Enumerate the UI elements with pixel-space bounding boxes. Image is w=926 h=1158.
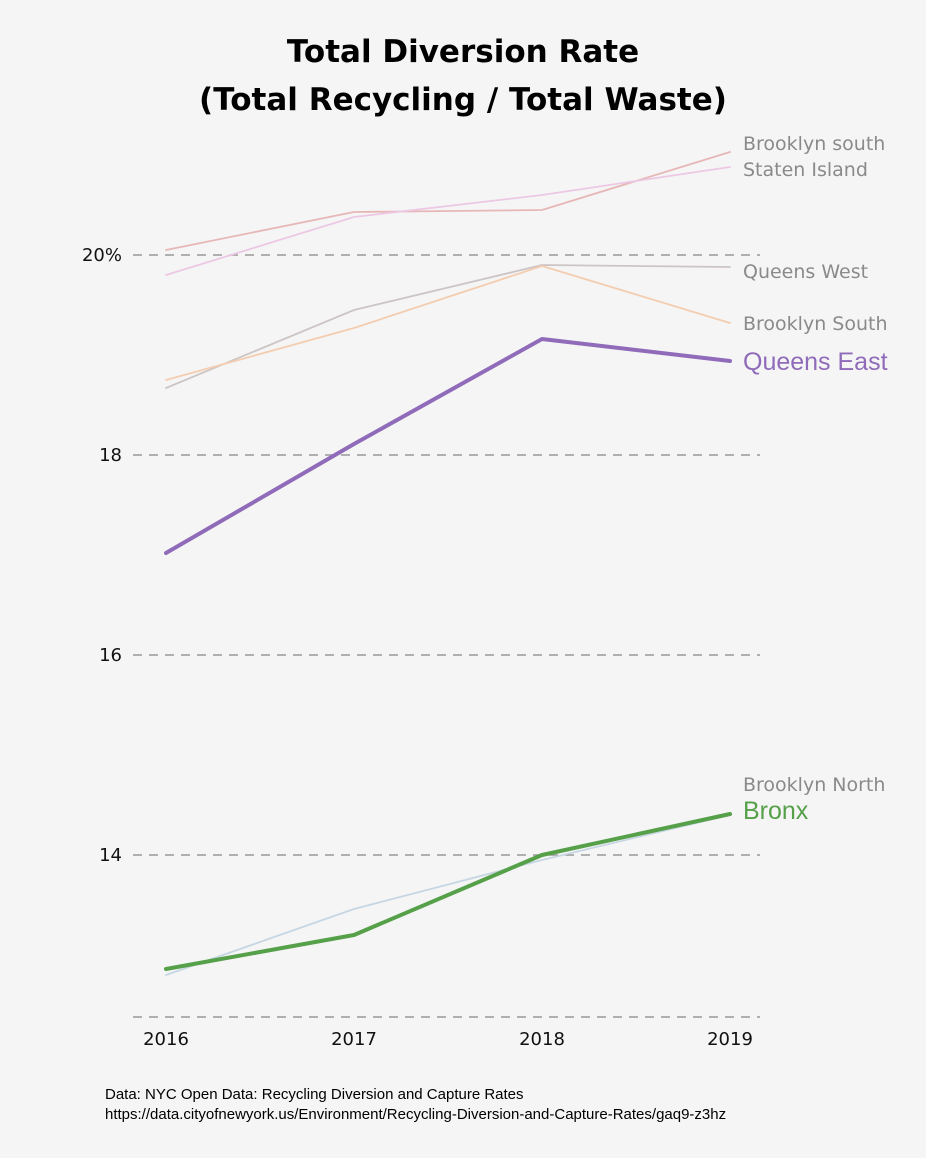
chart-title: Total Diversion Rate (Total Recycling / T…: [199, 34, 727, 118]
series-line-brooklyn-north: [165, 814, 731, 976]
x-tick-label: 2018: [519, 1029, 565, 1050]
chart-title-line-1: Total Diversion Rate: [287, 34, 639, 70]
series-line-queens-east: [164, 337, 732, 555]
y-tick-label: 16: [99, 645, 122, 666]
series-line-bronx: [164, 812, 732, 971]
x-axis-ticks: 2016 2017 2018 2019: [143, 1029, 753, 1050]
series-line-staten-island: [165, 166, 731, 276]
data-source: Data: NYC Open Data: Recycling Diversion…: [105, 1086, 726, 1123]
source-line-1: Data: NYC Open Data: Recycling Diversion…: [105, 1086, 524, 1103]
y-tick-label: 20%: [82, 245, 122, 266]
series-label-brooklyn-north: Brooklyn North: [743, 774, 885, 796]
series-lines: [164, 151, 732, 976]
series-line-brooklyn-south: [165, 265, 731, 381]
y-axis-ticks: 20% 18 16 14: [82, 245, 122, 866]
series-line-brooklyn-south: [165, 151, 731, 251]
series-labels: Brooklyn south Staten Island Queens West Br…: [743, 133, 888, 825]
series-label-queens-east: Queens East: [743, 348, 888, 376]
y-tick-label: 14: [99, 845, 122, 866]
y-tick-label: 18: [99, 445, 122, 466]
x-tick-label: 2017: [331, 1029, 377, 1050]
chart-title-line-2: (Total Recycling / Total Waste): [199, 82, 727, 118]
series-line-queens-west: [165, 264, 731, 389]
x-tick-label: 2016: [143, 1029, 189, 1050]
grid-lines: [133, 254, 760, 1018]
x-tick-label: 2019: [707, 1029, 753, 1050]
series-label-brooklyn-south: Brooklyn south: [743, 133, 885, 155]
series-label-staten-island: Staten Island: [743, 159, 868, 181]
series-label-brooklyn-south: Brooklyn South: [743, 313, 888, 335]
series-label-queens-west: Queens West: [743, 261, 868, 283]
series-label-bronx: Bronx: [743, 797, 809, 825]
source-line-2: https://data.cityofnewyork.us/Environmen…: [105, 1106, 726, 1123]
